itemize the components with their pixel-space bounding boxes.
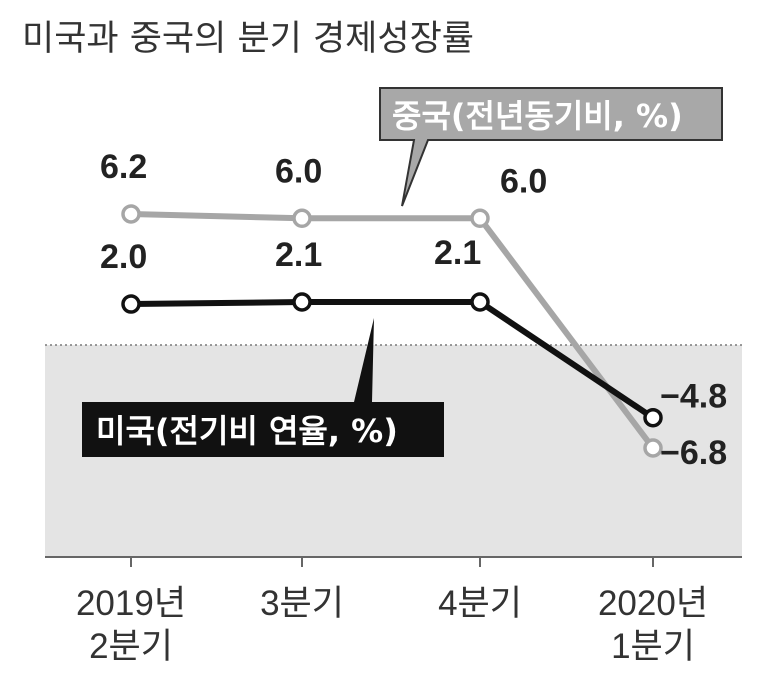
chart-title: 미국과 중국의 분기 경제성장률 xyxy=(22,19,474,59)
series-china-label: 6.0 xyxy=(500,162,547,200)
legend-china-box xyxy=(379,87,723,207)
x-tick-label: 4분기 xyxy=(438,584,522,623)
series-us-point xyxy=(643,407,663,428)
series-us-point xyxy=(121,294,141,314)
legend-us: 미국(전기비 연율, %) xyxy=(82,318,444,457)
legend-china: 중국(전년동기비, %) xyxy=(379,87,723,207)
series-us-point xyxy=(470,292,490,312)
series-us-label: 2.0 xyxy=(100,238,147,276)
series-china-point xyxy=(292,208,312,229)
x-tick-label: 3분기 xyxy=(260,584,344,623)
series-china-line xyxy=(130,211,656,450)
series-us-label: 2.1 xyxy=(275,236,322,274)
series-china-label: −6.8 xyxy=(660,434,727,472)
x-tick-label: 2020년 xyxy=(598,584,708,623)
x-tick-label: 2분기 xyxy=(89,627,173,666)
series-china-label: 6.0 xyxy=(275,152,322,190)
series-china-point xyxy=(643,438,663,458)
series-china-point xyxy=(470,208,490,229)
series-us-label: −4.8 xyxy=(660,378,727,416)
series-china-label: 6.2 xyxy=(100,148,147,186)
legend-us-box xyxy=(82,318,444,457)
legend-us-label: 미국(전기비 연율, %) xyxy=(96,412,398,450)
series-us-label: 2.1 xyxy=(434,234,481,272)
legend-china-label: 중국(전년동기비, %) xyxy=(392,97,683,135)
series-china-point xyxy=(121,204,141,224)
x-tick-label: 1분기 xyxy=(611,627,695,666)
series-us-line xyxy=(130,299,655,421)
series-us-point xyxy=(292,292,312,312)
x-tick-label: 2019년 xyxy=(76,584,186,623)
